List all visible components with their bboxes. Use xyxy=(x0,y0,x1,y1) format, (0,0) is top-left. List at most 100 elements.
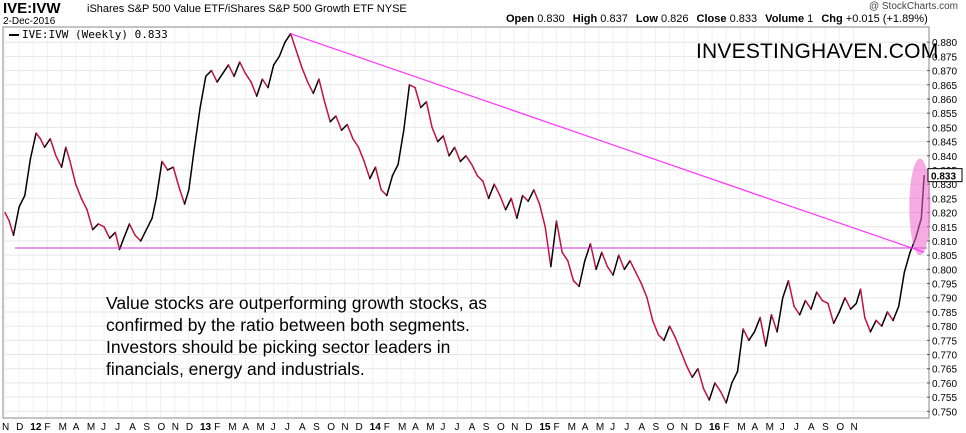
low-label: Low xyxy=(635,13,658,25)
highlight-ellipse xyxy=(909,158,931,256)
series-segment xyxy=(748,331,756,342)
x-tick-label: N xyxy=(172,422,179,433)
series-segment xyxy=(815,291,824,302)
y-tick-label: 0.750 xyxy=(932,407,957,418)
series-segment xyxy=(408,84,416,89)
series-segment xyxy=(233,61,241,78)
series-segment xyxy=(561,251,569,262)
series-segment xyxy=(782,279,790,299)
series-segment xyxy=(108,231,117,239)
x-tick-label: F xyxy=(723,422,729,433)
y-tick-label: 0.830 xyxy=(932,180,957,191)
series-segment xyxy=(702,387,710,401)
series-segment xyxy=(86,208,94,231)
series-segment xyxy=(335,115,343,131)
y-tick-label: 0.765 xyxy=(932,365,957,376)
series-segment xyxy=(714,382,722,393)
series-segment xyxy=(369,166,377,180)
series-segment xyxy=(869,319,877,333)
close-label: Close xyxy=(696,13,727,25)
low-value: 0.826 xyxy=(660,13,689,25)
series-segment xyxy=(804,299,812,310)
series-segment xyxy=(493,183,501,197)
y-tick-label: 0.785 xyxy=(932,308,957,319)
x-tick-label: O xyxy=(497,422,505,433)
series-segment xyxy=(238,61,247,75)
series-segment xyxy=(680,350,688,367)
volume-label: Volume xyxy=(765,13,805,25)
chg-label: Chg xyxy=(821,13,843,25)
series-segment xyxy=(29,132,37,160)
ticker-symbol: IVE:IVW xyxy=(3,0,61,17)
series-segment xyxy=(55,155,63,168)
series-segment xyxy=(793,305,801,316)
series-segment xyxy=(12,206,20,237)
series-segment xyxy=(352,137,360,149)
series-segment xyxy=(227,64,235,78)
y-tick-label: 0.800 xyxy=(932,265,957,276)
chart-header: IVE:IVW iShares S&P 500 Value ETF/iShare… xyxy=(0,0,966,27)
x-tick-label: M xyxy=(59,422,67,433)
x-tick-label: A xyxy=(73,422,80,433)
x-tick-label: J xyxy=(115,422,120,433)
x-tick-label: F xyxy=(554,422,560,433)
series-segment xyxy=(521,194,529,202)
series-segment xyxy=(903,251,911,273)
series-segment xyxy=(476,174,484,183)
series-segment xyxy=(646,296,654,322)
series-segment xyxy=(250,81,258,97)
series-segment xyxy=(346,123,354,140)
series-segment xyxy=(864,316,872,333)
x-tick-label: O xyxy=(667,422,675,433)
legend-label: IVE:IVW (Weekly) 0.833 xyxy=(22,28,168,41)
series-segment xyxy=(425,101,433,129)
series-segment xyxy=(838,296,846,313)
series-segment xyxy=(663,325,671,342)
x-tick-label: S xyxy=(652,422,659,433)
series-segment xyxy=(35,132,42,140)
series-segment xyxy=(584,243,592,262)
y-tick-label: 0.860 xyxy=(932,95,957,106)
last-value-label: 0.833 xyxy=(931,172,956,183)
series-segment xyxy=(595,251,603,271)
y-tick-label: 0.770 xyxy=(932,351,957,362)
x-tick-label: F xyxy=(214,422,220,433)
series-segment xyxy=(527,189,535,202)
series-segment xyxy=(555,220,563,254)
series-segment xyxy=(436,135,445,143)
series-segment xyxy=(657,333,665,342)
series-segment xyxy=(510,197,518,219)
series-segment xyxy=(8,220,15,237)
y-tick-label: 0.870 xyxy=(932,67,957,78)
series-segment xyxy=(414,86,422,109)
x-tick-label: A xyxy=(808,422,815,433)
series-segment xyxy=(651,319,660,336)
x-tick-label: S xyxy=(143,422,150,433)
series-segment xyxy=(172,166,180,188)
series-segment xyxy=(482,180,490,200)
series-segment xyxy=(459,155,467,163)
x-tick-label: D xyxy=(356,422,363,433)
series-segment xyxy=(465,155,473,166)
series-segment xyxy=(875,319,883,327)
series-segment xyxy=(431,126,439,143)
instrument-name: iShares S&P 500 Value ETF/iShares S&P 50… xyxy=(87,3,407,15)
series-segment xyxy=(267,64,275,89)
series-segment xyxy=(363,160,371,180)
series-segment xyxy=(849,302,858,310)
series-segment xyxy=(544,226,552,268)
series-segment xyxy=(114,231,121,251)
x-tick-label: A xyxy=(412,422,419,433)
series-segment xyxy=(145,217,153,231)
series-segment xyxy=(470,163,479,177)
open-label: Open xyxy=(506,13,535,25)
x-tick-label: F xyxy=(44,422,50,433)
x-tick-label: A xyxy=(638,422,645,433)
series-segment xyxy=(391,163,399,177)
x-tick-label: J xyxy=(794,422,799,433)
x-tick-label: D xyxy=(16,422,23,433)
chart-date: 2-Dec-2016 xyxy=(3,16,56,27)
series-segment xyxy=(538,203,546,228)
series-segment xyxy=(708,382,716,401)
annotation-text: Value stocks are outperforming growth st… xyxy=(106,293,487,379)
